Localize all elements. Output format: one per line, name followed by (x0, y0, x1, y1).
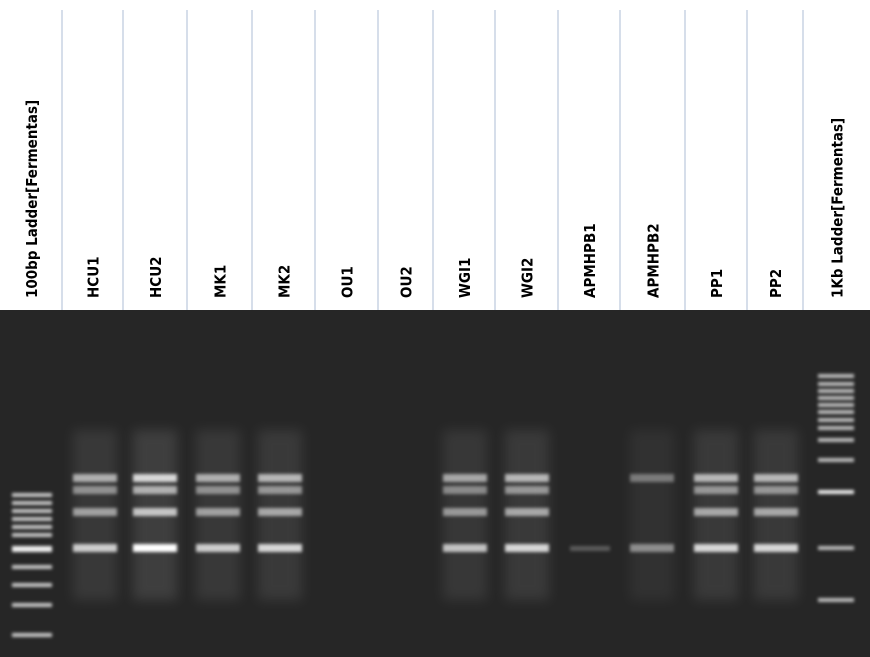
band (443, 474, 487, 482)
band (818, 458, 854, 462)
band (196, 508, 240, 516)
band (694, 486, 738, 494)
lane-label: APMHPB2 (645, 223, 663, 298)
lane-label: 1Kb Ladder[Fermentas] (829, 118, 847, 298)
band (818, 418, 854, 422)
band (818, 546, 854, 550)
band (754, 544, 798, 552)
band (73, 508, 117, 516)
band (630, 474, 674, 482)
lane-label: PP2 (767, 269, 785, 298)
band (73, 474, 117, 482)
band (12, 583, 52, 587)
band (12, 546, 52, 552)
lane-label: APMHPB1 (581, 223, 599, 298)
band (12, 493, 52, 497)
band (754, 486, 798, 494)
band (818, 426, 854, 430)
band (818, 382, 854, 386)
lane-label: WGI1 (456, 258, 474, 298)
band (818, 374, 854, 378)
band (818, 438, 854, 442)
band (12, 509, 52, 513)
band (258, 508, 302, 516)
band (133, 508, 177, 516)
lane-label: 100bp Ladder[Fermentas] (23, 100, 41, 298)
band (12, 533, 52, 537)
lane-label: OU1 (339, 266, 357, 298)
band (505, 474, 549, 482)
band (12, 501, 52, 505)
band (818, 396, 854, 400)
band (73, 544, 117, 552)
band (505, 486, 549, 494)
band (133, 474, 177, 482)
band (12, 565, 52, 569)
band (196, 486, 240, 494)
band (12, 603, 52, 607)
band (818, 389, 854, 393)
lane-label: MK1 (212, 265, 230, 298)
lane-label: WGI2 (519, 258, 537, 298)
band (818, 410, 854, 414)
band (818, 490, 854, 494)
band (73, 486, 117, 494)
band (12, 633, 52, 637)
band (754, 474, 798, 482)
gel-figure: 100bp Ladder[Fermentas] HCU1 HCU2 MK1 MK2 OU1… (0, 0, 870, 657)
band (196, 474, 240, 482)
band (443, 508, 487, 516)
band (258, 544, 302, 552)
label-area (0, 0, 870, 310)
band (443, 486, 487, 494)
band (818, 598, 854, 602)
band (818, 403, 854, 407)
band (258, 486, 302, 494)
gel (0, 310, 870, 657)
band (630, 544, 674, 552)
band (694, 544, 738, 552)
band (133, 486, 177, 494)
band (443, 544, 487, 552)
band (12, 525, 52, 529)
band (12, 517, 52, 521)
smear (630, 430, 674, 600)
lane-label: PP1 (708, 269, 726, 298)
band (694, 474, 738, 482)
band (133, 544, 177, 552)
band (505, 544, 549, 552)
lane-label: OU2 (398, 266, 416, 298)
band (754, 508, 798, 516)
band (694, 508, 738, 516)
lane-label: MK2 (276, 265, 294, 298)
band (505, 508, 549, 516)
band (570, 546, 610, 551)
lane-label: HCU1 (85, 256, 103, 298)
band (258, 474, 302, 482)
band (196, 544, 240, 552)
lane-label: HCU2 (147, 256, 165, 298)
